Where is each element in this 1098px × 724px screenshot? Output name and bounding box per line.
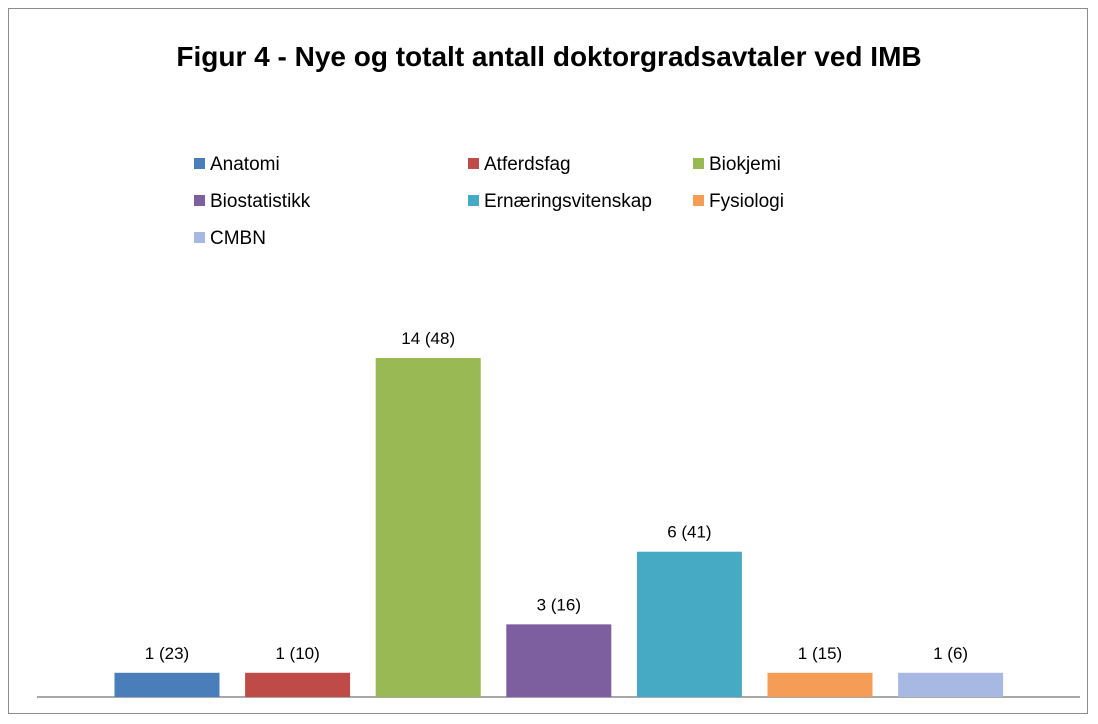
legend-label: Ernæringsvitenskap: [484, 191, 652, 212]
legend-label: Biostatistikk: [210, 191, 311, 212]
bar: [506, 624, 612, 697]
chart-title: Figur 4 - Nye og totalt antall doktorgra…: [176, 41, 922, 72]
bar: [245, 672, 351, 697]
data-label: 1 (6): [933, 644, 968, 663]
bar: [767, 672, 873, 697]
data-label: 1 (10): [275, 644, 319, 663]
data-label: 14 (48): [401, 329, 455, 348]
legend-item: Biostatistikk: [194, 190, 310, 214]
bar: [636, 551, 742, 697]
legend-label: Atferdsfag: [484, 154, 571, 175]
data-label: 1 (15): [798, 644, 842, 663]
bar: [114, 672, 220, 697]
legend-swatch: [693, 158, 704, 169]
legend-swatch: [194, 195, 205, 206]
bar: [375, 358, 481, 697]
chart-frame: [8, 8, 1088, 714]
data-label: 6 (41): [667, 523, 711, 542]
data-label: 1 (23): [145, 644, 189, 663]
legend-swatch: [468, 158, 479, 169]
legend-swatch: [194, 158, 205, 169]
data-label: 3 (16): [537, 595, 581, 614]
legend-label: Biokjemi: [709, 154, 781, 175]
legend-item: CMBN: [194, 227, 266, 251]
legend-item: Fysiologi: [693, 190, 784, 214]
legend-label: Fysiologi: [709, 191, 784, 212]
legend-item: Ernæringsvitenskap: [468, 190, 652, 214]
legend-item: Anatomi: [194, 153, 280, 177]
legend-item: Atferdsfag: [468, 153, 571, 177]
legend-swatch: [468, 195, 479, 206]
legend-label: Anatomi: [210, 154, 280, 175]
legend-swatch: [194, 232, 205, 243]
legend-swatch: [693, 195, 704, 206]
legend-label: CMBN: [210, 228, 266, 249]
legend-item: Biokjemi: [693, 153, 781, 177]
bar: [898, 672, 1004, 697]
